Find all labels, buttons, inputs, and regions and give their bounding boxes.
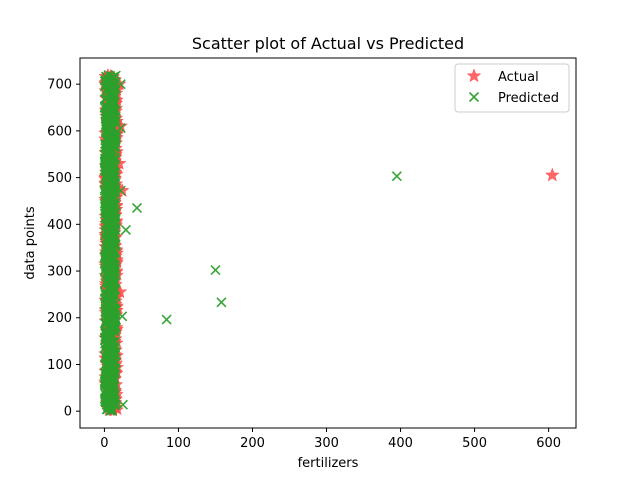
- predicted-point: [117, 311, 128, 322]
- y-tick-label: 700: [47, 78, 72, 93]
- x-axis: 0 100 200 300 400 500 600: [100, 428, 561, 451]
- predicted-point: [210, 265, 221, 276]
- predicted-point: [161, 314, 172, 325]
- legend-actual-label: Actual: [498, 70, 539, 85]
- predicted-point: [103, 70, 114, 80]
- y-tick-label: 300: [47, 265, 72, 280]
- predicted-point: [216, 297, 227, 308]
- predicted-point: [115, 123, 126, 134]
- legend-predicted-label: Predicted: [498, 91, 559, 106]
- predicted-point: [101, 259, 112, 270]
- x-tick-label: 200: [240, 436, 265, 451]
- x-axis-label: fertilizers: [298, 456, 359, 471]
- legend: Actual Predicted: [454, 63, 570, 113]
- predicted-point: [111, 70, 121, 81]
- y-tick-label: 0: [64, 405, 72, 420]
- chart-title: Scatter plot of Actual vs Predicted: [192, 34, 464, 53]
- legend-actual-marker: [466, 68, 482, 83]
- legend-actual-star: [466, 68, 482, 83]
- predicted-point: [391, 171, 402, 182]
- x-tick-label: 300: [314, 436, 339, 451]
- predicted-point: [117, 399, 129, 410]
- legend-predicted-marker: [468, 91, 480, 103]
- x-tick-label: 0: [100, 436, 108, 451]
- y-axis-label: data points: [23, 206, 38, 280]
- x-tick-label: 500: [462, 436, 487, 451]
- actual-point: [544, 167, 560, 182]
- predicted-point: [111, 130, 121, 140]
- predicted-point: [120, 224, 131, 235]
- plot-area: [98, 68, 560, 417]
- x-tick-label: 600: [536, 436, 561, 451]
- plot-frame: [79, 57, 577, 429]
- y-tick-label: 400: [47, 218, 72, 233]
- legend-predicted-x: [468, 91, 480, 103]
- predicted-point: [115, 185, 126, 196]
- points-layer: [98, 68, 560, 417]
- predicted-point: [115, 79, 126, 90]
- predicted-point: [131, 202, 143, 214]
- y-tick-label: 200: [47, 311, 72, 326]
- y-tick-label: 100: [47, 358, 72, 373]
- y-tick-label: 600: [47, 124, 72, 139]
- x-tick-label: 400: [388, 436, 413, 451]
- y-axis: 0 100 200 300 400 500 600 700: [47, 78, 80, 420]
- y-tick-label: 500: [47, 171, 72, 186]
- x-tick-label: 100: [166, 436, 191, 451]
- legend-box: [454, 63, 570, 113]
